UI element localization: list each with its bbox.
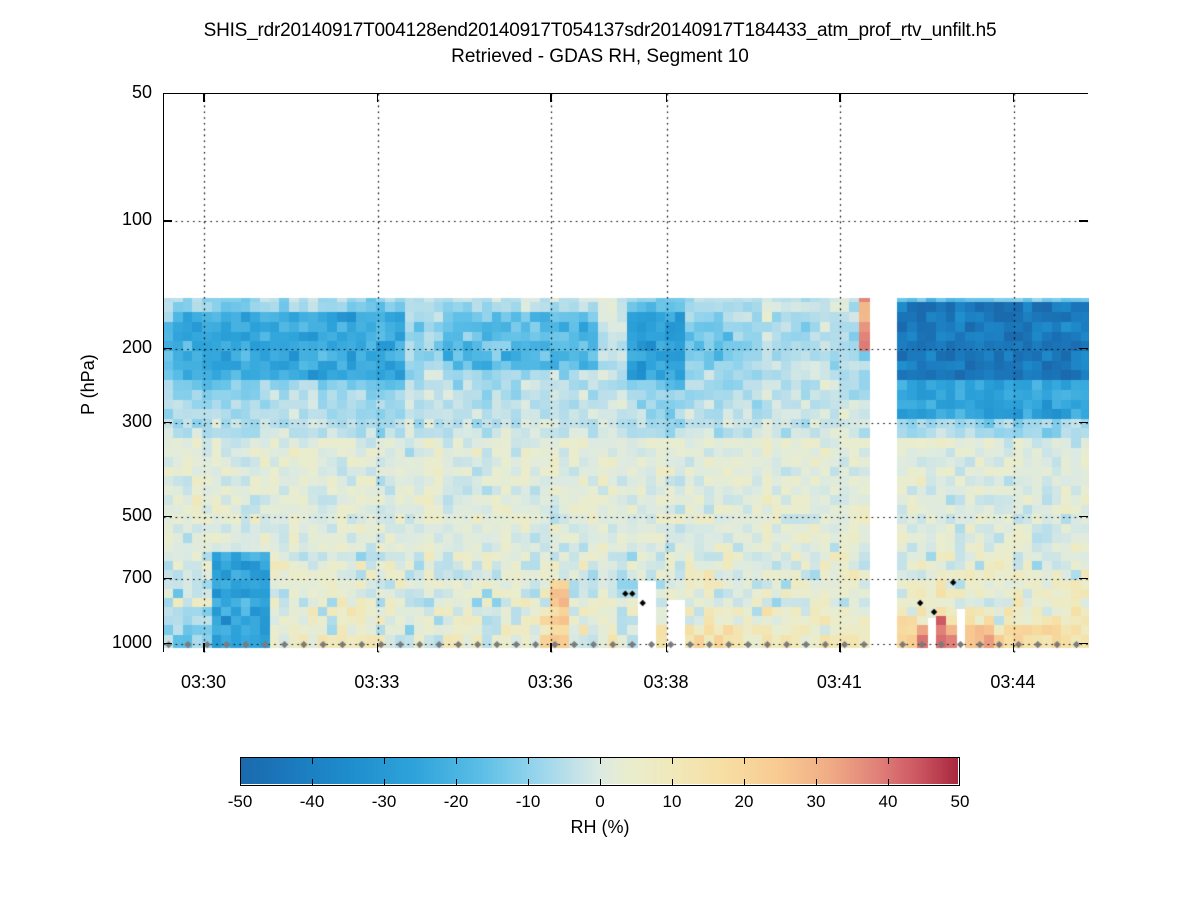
- y-tick-mark-right: [1079, 93, 1088, 95]
- y-tick-mark-right: [1079, 643, 1088, 645]
- colorbar-tick-mark: [312, 757, 314, 764]
- colorbar-title: RH (%): [570, 817, 630, 837]
- colorbar-tick-mark: [528, 757, 530, 764]
- y-tick-label: 200: [121, 336, 152, 357]
- x-tick-mark: [1012, 643, 1015, 652]
- y-tick-label: 1000: [111, 632, 152, 653]
- colorbar-tick-mark: [816, 779, 818, 786]
- colorbar-tick-label: -30: [371, 792, 397, 811]
- figure-subtitle: Retrieved - GDAS RH, Segment 10: [451, 46, 749, 67]
- x-tick-label: 03:30: [180, 672, 226, 692]
- x-tick-mark-top: [1012, 93, 1015, 102]
- x-tick-mark-top: [203, 93, 205, 102]
- colorbar-tick-mark: [456, 779, 458, 786]
- colorbar-tick-mark: [312, 779, 314, 786]
- colorbar-tick-mark: [672, 757, 674, 764]
- x-tick-label: 03:33: [354, 672, 400, 692]
- x-tick-mark: [665, 643, 668, 652]
- x-tick-label: 03:41: [816, 672, 862, 692]
- heatmap-cells: [164, 94, 1089, 653]
- colorbar-tick-label: -50: [227, 792, 253, 811]
- y-tick-mark: [163, 515, 172, 518]
- colorbar-tick-mark: [528, 779, 530, 786]
- colorbar-tick-label: -10: [515, 792, 541, 811]
- colorbar-tick-mark: [672, 779, 674, 786]
- colorbar-tick-label: -40: [299, 792, 325, 811]
- y-tick-mark: [163, 643, 172, 645]
- y-tick-mark-right: [1079, 515, 1088, 518]
- y-tick-label: 300: [121, 410, 152, 431]
- x-tick-label: 03:44: [990, 672, 1036, 692]
- y-tick-mark: [163, 93, 172, 95]
- colorbar-tick-mark: [600, 779, 602, 786]
- colorbar-tick-label: -20: [443, 792, 469, 811]
- colorbar-gradient: [241, 758, 958, 784]
- y-tick-mark-right: [1079, 220, 1088, 222]
- y-axis-label: P (hPa): [78, 353, 98, 415]
- heatmap-plot-area: [163, 93, 1089, 653]
- x-tick-mark-top: [839, 93, 841, 102]
- x-tick-mark-top: [550, 93, 552, 102]
- y-tick-mark-right: [1079, 421, 1088, 424]
- y-tick-label: 700: [121, 566, 152, 587]
- x-tick-label: 03:36: [527, 672, 573, 692]
- figure-title-filename: SHIS_rdr20140917T004128end20140917T05413…: [203, 20, 997, 41]
- colorbar-tick-mark: [888, 779, 890, 786]
- colorbar-tick-mark: [744, 779, 746, 786]
- colorbar-tick-mark: [888, 757, 890, 764]
- colorbar-tick-mark: [816, 757, 818, 764]
- figure-title-block: SHIS_rdr20140917T004128end20140917T05413…: [0, 18, 1200, 70]
- colorbar-tick-label: 10: [662, 792, 682, 811]
- y-tick-mark: [163, 577, 172, 579]
- y-tick-mark: [163, 220, 172, 222]
- y-tick-mark-right: [1079, 347, 1088, 349]
- x-tick-mark: [839, 643, 841, 652]
- colorbar-tick-label: 20: [734, 792, 754, 811]
- colorbar-tick-label: 30: [806, 792, 826, 811]
- colorbar-tick-mark: [600, 757, 602, 764]
- colorbar-tick-label: 40: [878, 792, 898, 811]
- y-tick-label: 100: [121, 209, 152, 230]
- x-tick-mark: [376, 643, 379, 652]
- x-tick-label: 03:38: [643, 672, 689, 692]
- colorbar-tick-label: 0: [595, 792, 605, 811]
- y-tick-label: 50: [131, 82, 152, 102]
- y-tick-label: 500: [121, 504, 152, 525]
- colorbar-tick-mark: [384, 779, 386, 786]
- x-tick-mark-top: [376, 93, 379, 102]
- colorbar-tick-mark: [456, 757, 458, 764]
- y-tick-mark: [163, 347, 172, 349]
- x-tick-mark: [203, 643, 205, 652]
- colorbar-tick-mark: [384, 757, 386, 764]
- colorbar-tick-label: 50: [950, 792, 970, 811]
- colorbar-tick-mark: [744, 757, 746, 764]
- y-tick-mark: [163, 421, 172, 424]
- y-tick-mark-right: [1079, 577, 1088, 579]
- x-tick-mark: [550, 643, 552, 652]
- x-tick-mark-top: [665, 93, 668, 102]
